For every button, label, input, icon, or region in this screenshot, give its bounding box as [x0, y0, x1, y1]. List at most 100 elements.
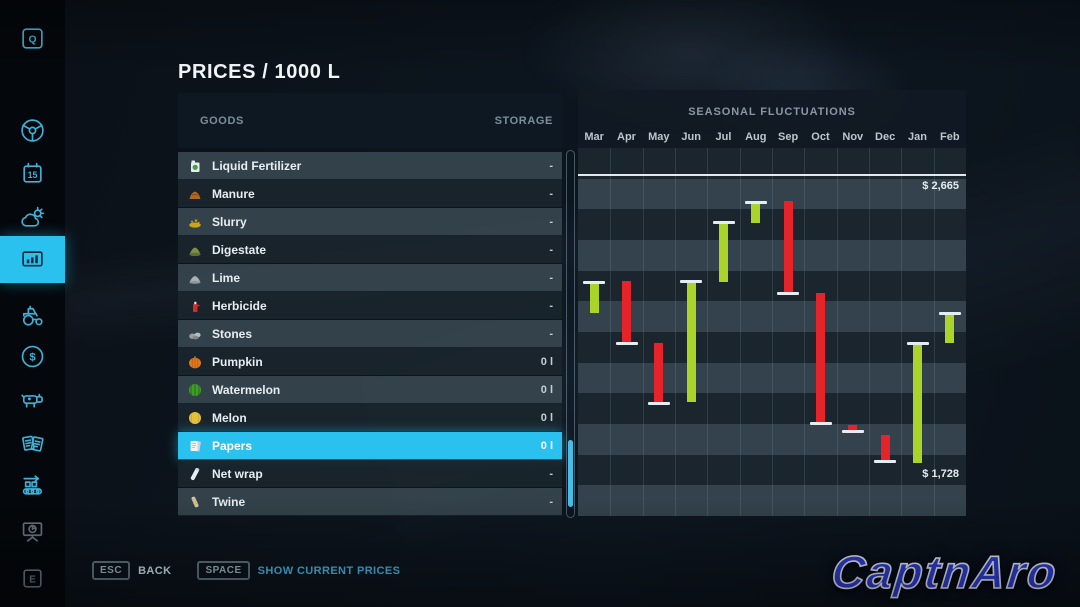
price-bar-mar [590, 283, 599, 313]
chart-gridline [707, 148, 708, 516]
screen-icon [19, 518, 46, 545]
goods-label: Manure [212, 186, 255, 201]
price-tick-apr [616, 342, 638, 345]
storage-value: 0 l [540, 355, 553, 368]
goods-label: Liquid Fertilizer [212, 158, 302, 173]
price-bar-feb [945, 313, 954, 343]
goods-row-papers[interactable]: Papers 0 l [178, 432, 562, 460]
price-bar-nov [848, 425, 857, 432]
chart-stripe [578, 270, 966, 302]
price-tick-may [648, 402, 670, 405]
goods-row-liquid-fertilizer[interactable]: Liquid Fertilizer - [178, 152, 562, 180]
tractor-icon [19, 302, 46, 329]
svg-text:15: 15 [28, 170, 38, 180]
goods-row-slurry[interactable]: Slurry - [178, 208, 562, 236]
goods-scrollbar-track[interactable] [566, 150, 575, 518]
month-label-dec: Dec [875, 131, 896, 143]
price-bar-jun [687, 282, 696, 402]
chart-gridline [901, 148, 902, 516]
digestate-icon [187, 242, 203, 258]
sidebar-item-contracts[interactable] [0, 422, 65, 466]
goods-row-watermelon[interactable]: Watermelon 0 l [178, 376, 562, 404]
month-label-mar: Mar [584, 131, 604, 143]
min-price-label: $ 1,728 [922, 468, 959, 480]
sidebar-item-prices[interactable] [0, 236, 65, 283]
twine-icon [187, 494, 203, 510]
space-key-button[interactable]: SPACE [197, 561, 250, 580]
goods-list: Liquid Fertilizer - Manure - Slurry - Digestat… [178, 152, 562, 516]
price-bar-dec [881, 435, 890, 461]
lime-icon [187, 270, 203, 286]
goods-row-melon[interactable]: Melon 0 l [178, 404, 562, 432]
goods-label: Papers [212, 438, 253, 453]
goods-row-twine[interactable]: Twine - [178, 488, 562, 516]
storage-value: 0 l [540, 383, 553, 396]
papers-icon [187, 438, 203, 454]
goods-row-herbicide[interactable]: Herbicide - [178, 292, 562, 320]
chart-gridline [772, 148, 773, 516]
show-current-prices-button[interactable]: SHOW CURRENT PRICES [257, 564, 401, 577]
goods-label: Twine [212, 494, 246, 509]
price-tick-feb [939, 312, 961, 315]
production-icon [19, 473, 46, 500]
weather-icon [19, 205, 46, 232]
month-label-jan: Jan [907, 131, 927, 143]
chart-stripe [578, 454, 966, 486]
back-button[interactable]: BACK [138, 564, 172, 577]
slurry-icon [187, 214, 203, 230]
sidebar-item-help[interactable]: E [0, 556, 65, 600]
price-tick-oct [810, 422, 832, 425]
month-label-aug: Aug [745, 131, 767, 143]
page-title: PRICES / 1000 L [178, 61, 341, 83]
pumpkin-icon [187, 354, 203, 370]
price-tick-mar [583, 281, 605, 284]
chart-stripe [578, 393, 966, 424]
seasonal-fluctuations-panel: SEASONAL FLUCTUATIONS Mar Apr May Jun Jul Aug… [578, 90, 966, 516]
sidebar-item-vehicles[interactable] [0, 108, 65, 152]
storage-value: 0 l [540, 439, 553, 452]
chart-stripe [578, 485, 966, 516]
goods-label: Pumpkin [212, 354, 263, 369]
goods-label: Net wrap [212, 466, 263, 481]
chart-icon [19, 246, 46, 273]
price-tick-aug [745, 201, 767, 204]
goods-row-net-wrap[interactable]: Net wrap - [178, 460, 562, 488]
goods-row-manure[interactable]: Manure - [178, 180, 562, 208]
sidebar-item-statistics[interactable] [0, 509, 65, 553]
goods-row-digestate[interactable]: Digestate - [178, 236, 562, 264]
sidebar-item-finances[interactable]: $ [0, 334, 65, 378]
esc-key-button[interactable]: ESC [92, 561, 131, 580]
chart-stripe [578, 178, 966, 210]
steering-wheel-icon [19, 117, 46, 144]
month-label-sep: Sep [778, 131, 799, 143]
sidebar-item-animals[interactable] [0, 377, 65, 421]
max-price-label: $ 2,665 [922, 180, 959, 192]
q-key-icon: Q [19, 25, 46, 52]
price-tick-dec [874, 460, 896, 463]
month-label-feb: Feb [939, 131, 960, 143]
goods-scrollbar-thumb[interactable] [568, 440, 573, 507]
month-label-jul: Jul [715, 131, 732, 143]
sidebar-item-garage[interactable] [0, 293, 65, 337]
contracts-icon [19, 431, 46, 458]
sidebar-item-weather[interactable] [0, 196, 65, 240]
liquid-fertilizer-icon [187, 158, 203, 174]
chart-stripe [578, 332, 966, 363]
svg-text:E: E [29, 574, 36, 585]
sidebar-item-production[interactable] [0, 464, 65, 508]
chart-stripe [578, 209, 966, 240]
goods-label: Herbicide [212, 298, 267, 313]
goods-row-pumpkin[interactable]: Pumpkin 0 l [178, 348, 562, 376]
goods-row-stones[interactable]: Stones - [178, 320, 562, 348]
chart-gridline [869, 148, 870, 516]
storage-value: - [549, 215, 553, 228]
chart-month-axis: Mar Apr May Jun Jul Aug Sep Oct Nov Dec Jan Feb [578, 126, 966, 148]
month-label-oct: Oct [811, 131, 830, 143]
goods-row-lime[interactable]: Lime - [178, 264, 562, 292]
month-label-apr: Apr [617, 131, 636, 143]
sidebar-item-calendar[interactable]: 15 [0, 151, 65, 195]
max-price-line [578, 174, 966, 176]
sidebar-item-quests[interactable]: Q [0, 16, 65, 60]
storage-value: - [549, 495, 553, 508]
